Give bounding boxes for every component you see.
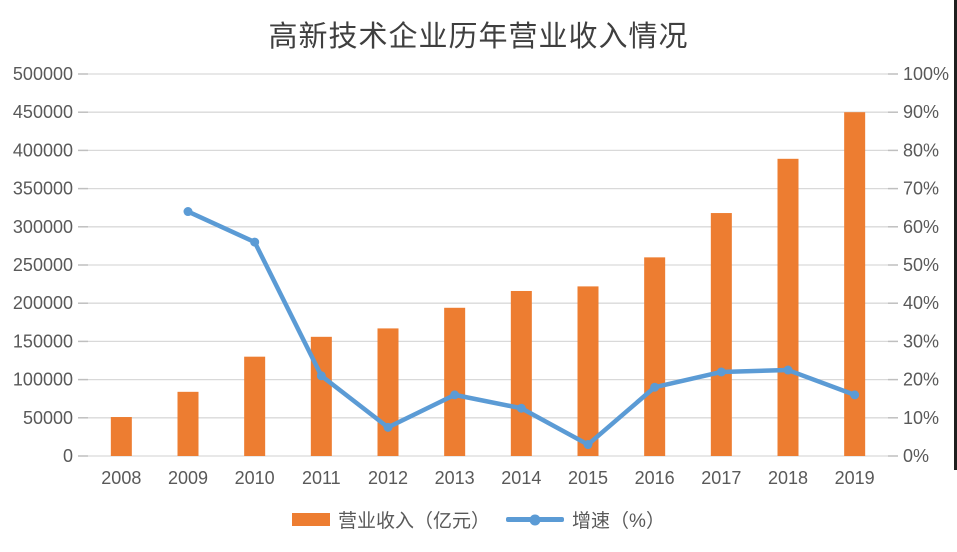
chart-title: 高新技术企业历年营业收入情况: [268, 19, 689, 53]
left-axis-tick-label: 300000: [13, 217, 73, 237]
right-axis-tick-label: 40%: [903, 293, 939, 313]
x-axis-label-2012: 2012: [368, 468, 408, 488]
growth-line-swatch-icon: [506, 514, 565, 525]
left-axis-tick-label: 450000: [13, 102, 73, 122]
left-axis-tick-label: 400000: [13, 140, 73, 160]
x-axis-label-2010: 2010: [235, 468, 275, 488]
line-point-2016: [650, 382, 660, 392]
revenue-bar-swatch-icon: [292, 513, 331, 526]
line-point-2010: [250, 237, 260, 247]
line-point-2012: [383, 422, 393, 432]
bar-2015: [577, 286, 599, 456]
legend-label-revenue: 营业收入（亿元）: [338, 511, 491, 532]
line-point-2014: [516, 403, 526, 413]
line-point-2013: [450, 390, 460, 400]
bar-2019: [844, 112, 866, 456]
right-axis-tick-label: 60%: [903, 217, 939, 237]
left-axis-tick-label: 200000: [13, 293, 73, 313]
line-point-2011: [316, 371, 326, 381]
legend: 营业收入（亿元） 增速（%）: [0, 506, 957, 533]
right-axis-tick-label: 20%: [903, 370, 939, 390]
line-point-2009: [183, 207, 193, 217]
left-axis-tick-label: 0: [63, 446, 73, 466]
bar-2018: [777, 158, 799, 456]
x-axis-label-2014: 2014: [501, 468, 541, 488]
bar-2013: [444, 307, 466, 456]
left-axis-tick-label: 250000: [13, 255, 73, 275]
x-axis-label-2018: 2018: [768, 468, 808, 488]
line-point-2017: [716, 367, 726, 377]
right-axis-tick-label: 70%: [903, 179, 939, 199]
line-point-2015: [583, 440, 593, 450]
left-axis-tick-label: 500000: [13, 64, 73, 84]
line-point-2018: [783, 365, 793, 375]
legend-item-growth: 增速（%）: [506, 506, 665, 533]
left-axis-tick-label: 100000: [13, 370, 73, 390]
window-edge-border: [954, 0, 957, 470]
growth-marker-icon: [529, 514, 541, 525]
bar-2011: [310, 336, 332, 456]
line-point-2019: [850, 390, 860, 400]
x-axis-label-2017: 2017: [701, 468, 741, 488]
bar-2016: [644, 257, 666, 456]
right-axis-tick-label: 80%: [903, 140, 939, 160]
legend-item-revenue: 营业收入（亿元）: [292, 506, 490, 533]
x-axis-label-2009: 2009: [168, 468, 208, 488]
x-axis-label-2016: 2016: [635, 468, 675, 488]
legend-label-growth: 增速（%）: [572, 511, 665, 532]
right-axis-tick-label: 50%: [903, 255, 939, 275]
right-axis-tick-label: 0%: [903, 446, 929, 466]
right-axis-tick-label: 100%: [903, 64, 949, 84]
bar-2017: [710, 213, 732, 456]
bar-2012: [377, 328, 399, 456]
right-axis-tick-label: 30%: [903, 331, 939, 351]
bar-2009: [177, 391, 199, 456]
bar-2014: [510, 290, 532, 456]
x-axis-label-2011: 2011: [302, 468, 341, 488]
x-axis-label-2013: 2013: [435, 468, 475, 488]
x-axis-label-2008: 2008: [101, 468, 141, 488]
bar-2010: [244, 356, 266, 456]
left-axis-tick-label: 350000: [13, 179, 73, 199]
right-axis-tick-label: 10%: [903, 408, 939, 428]
x-axis-label-2015: 2015: [568, 468, 608, 488]
x-axis-label-2019: 2019: [835, 468, 875, 488]
left-axis-tick-label: 150000: [13, 331, 73, 351]
right-axis-tick-label: 90%: [903, 102, 939, 122]
left-axis-tick-label: 50000: [23, 408, 73, 428]
bar-2008: [110, 417, 132, 456]
